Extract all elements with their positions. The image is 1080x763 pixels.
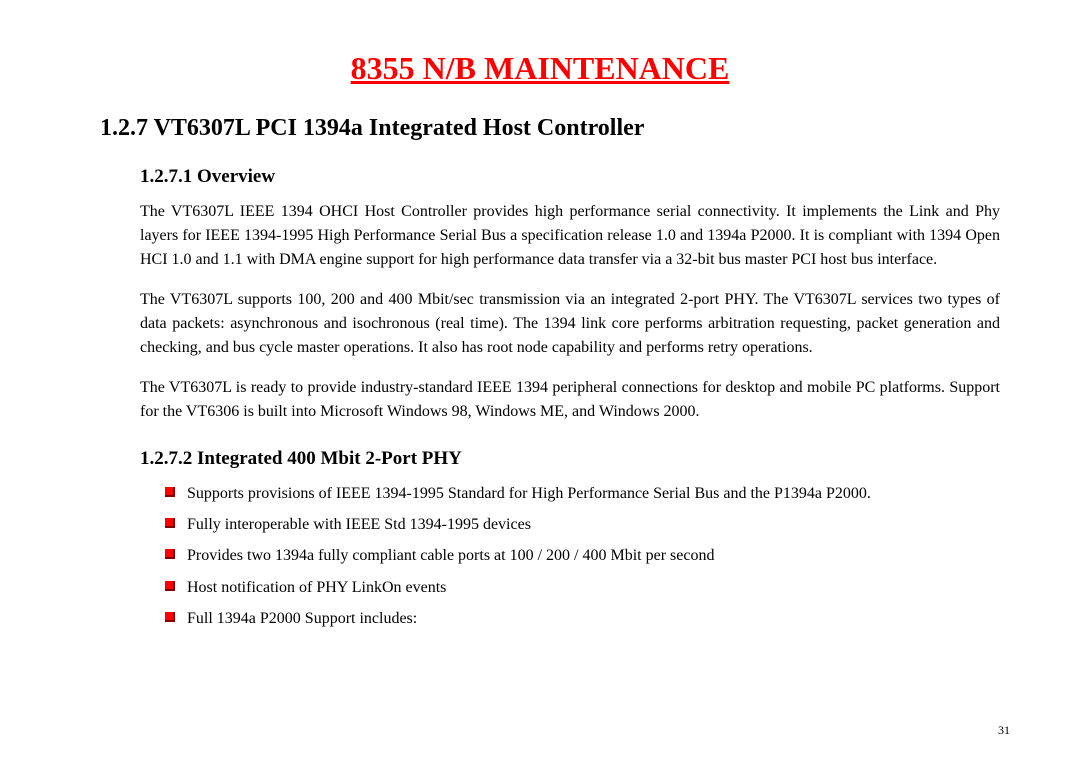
document-page: 8355 N/B MAINTENANCE 1.2.7 VT6307L PCI 1… <box>0 0 1080 763</box>
section-title: VT6307L PCI 1394a Integrated Host Contro… <box>154 115 645 141</box>
list-item: Supports provisions of IEEE 1394-1995 St… <box>165 482 1000 505</box>
subsection-heading-phy: 1.2.7.2 Integrated 400 Mbit 2-Port PHY <box>140 448 1010 470</box>
subsection-heading-overview: 1.2.7.1 Overview <box>140 166 1010 188</box>
subsection-title: Integrated 400 Mbit 2-Port PHY <box>197 448 462 469</box>
list-item: Host notification of PHY LinkOn events <box>165 576 1000 599</box>
section-heading: 1.2.7 VT6307L PCI 1394a Integrated Host … <box>100 115 1010 142</box>
list-item: Full 1394a P2000 Support includes: <box>165 607 1000 630</box>
page-number: 31 <box>998 723 1010 738</box>
overview-paragraph-2: The VT6307L supports 100, 200 and 400 Mb… <box>140 288 1000 360</box>
document-title: 8355 N/B MAINTENANCE <box>70 50 1010 87</box>
subsection-title: Overview <box>197 166 275 187</box>
phy-feature-list: Supports provisions of IEEE 1394-1995 St… <box>165 482 1000 630</box>
list-item: Provides two 1394a fully compliant cable… <box>165 544 1000 567</box>
overview-paragraph-3: The VT6307L is ready to provide industry… <box>140 376 1000 424</box>
list-item: Fully interoperable with IEEE Std 1394-1… <box>165 513 1000 536</box>
subsection-number: 1.2.7.2 <box>140 448 192 469</box>
overview-paragraph-1: The VT6307L IEEE 1394 OHCI Host Controll… <box>140 200 1000 272</box>
section-number: 1.2.7 <box>100 115 148 141</box>
subsection-number: 1.2.7.1 <box>140 166 192 187</box>
